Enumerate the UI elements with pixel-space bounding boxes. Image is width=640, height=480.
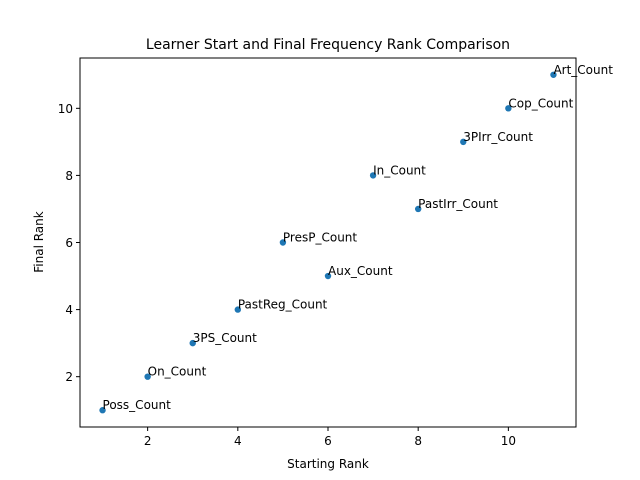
point-label: Aux_Count [328, 264, 393, 278]
plot-area: 2 4 6 8 10 2 4 6 8 10 Poss_Count On_Count 3PS_Count P… [58, 63, 614, 448]
point-label: PastIrr_Count [418, 197, 498, 211]
chart-title: Learner Start and Final Frequency Rank C… [146, 37, 510, 53]
point-label: Poss_Count [103, 398, 172, 412]
point-label: On_Count [148, 365, 207, 379]
x-axis-label: Starting Rank [287, 457, 369, 471]
y-axis-label: Final Rank [32, 211, 46, 273]
y-tick-label: 10 [58, 102, 73, 116]
data-point [279, 239, 287, 246]
data-point [99, 407, 106, 414]
data-point [460, 138, 467, 146]
x-tick-label: 8 [414, 434, 422, 448]
data-point [324, 272, 332, 280]
data-point [505, 105, 512, 112]
x-tick-label: 6 [324, 434, 332, 448]
point-label: Art_Count [553, 63, 613, 77]
point-label: 3PS_Count [193, 331, 257, 345]
y-tick-label: 6 [65, 236, 73, 250]
y-tick-label: 8 [65, 169, 73, 183]
point-label: PastReg_Count [238, 298, 328, 312]
x-tick-label: 10 [501, 434, 516, 448]
y-tick-label: 2 [65, 370, 73, 384]
plot-frame [79, 57, 577, 428]
x-tick-label: 4 [234, 434, 242, 448]
data-point [369, 172, 377, 179]
x-tick-label: 2 [144, 434, 152, 448]
data-point [144, 373, 151, 380]
point-label: 3PIrr_Count [463, 130, 533, 144]
data-point [234, 306, 242, 313]
point-label: PresP_Count [283, 231, 357, 245]
point-label: Cop_Count [508, 96, 573, 110]
data-point [414, 205, 422, 213]
y-tick-label: 4 [65, 303, 73, 317]
data-point [189, 339, 196, 347]
point-label: In_Count [373, 163, 426, 177]
data-point [550, 71, 557, 78]
